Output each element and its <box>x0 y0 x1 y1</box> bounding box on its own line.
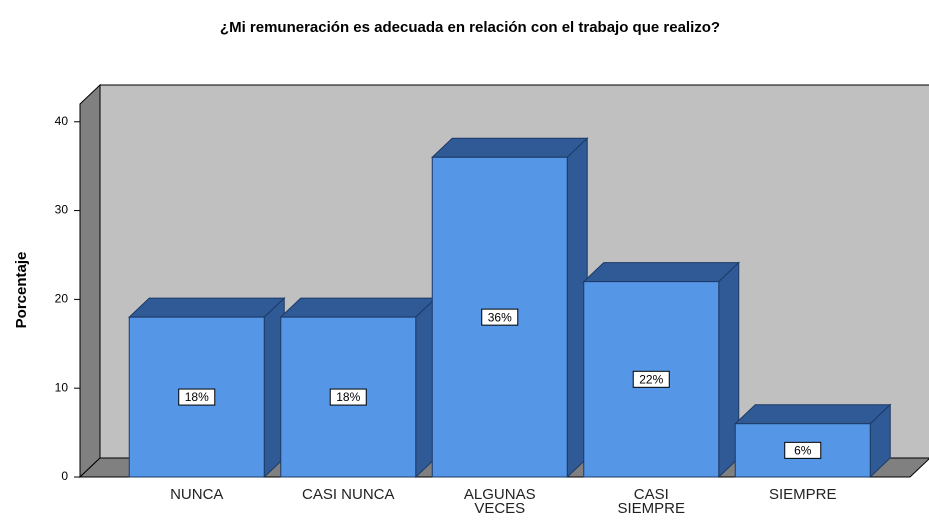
value-label: 18% <box>336 390 360 404</box>
y-tick-label: 10 <box>55 380 69 394</box>
value-label: 18% <box>185 390 209 404</box>
chart-title: ¿Mi remuneración es adecuada en relación… <box>220 19 720 36</box>
x-tick-label: SIEMPRE <box>768 486 837 503</box>
y-tick-label: 30 <box>55 203 69 217</box>
x-tick-label: ALGUNAS VECES <box>463 486 536 517</box>
value-label-box <box>329 388 367 406</box>
left-wall <box>79 83 101 479</box>
y-tick-label: 20 <box>55 292 69 306</box>
y-tick-label: 0 <box>61 469 68 483</box>
value-label-box <box>632 370 670 388</box>
bar-top <box>430 137 589 158</box>
y-axis-label: Porcentaje <box>13 252 30 329</box>
value-label: 6% <box>794 444 812 458</box>
y-tick-label: 40 <box>55 114 69 128</box>
value-label-box <box>178 388 216 406</box>
bar-top <box>127 297 286 318</box>
x-tick-label: CASI SIEMPRE <box>617 486 685 517</box>
bar-top <box>733 404 892 425</box>
bar-top <box>279 297 438 318</box>
value-label: 22% <box>639 372 663 386</box>
bar-top <box>582 262 741 283</box>
value-label: 36% <box>488 310 512 324</box>
x-tick-label: CASI NUNCA <box>301 486 395 503</box>
x-tick-label: NUNCA <box>170 486 224 503</box>
value-label-box <box>784 441 822 459</box>
value-label-box <box>481 308 519 326</box>
